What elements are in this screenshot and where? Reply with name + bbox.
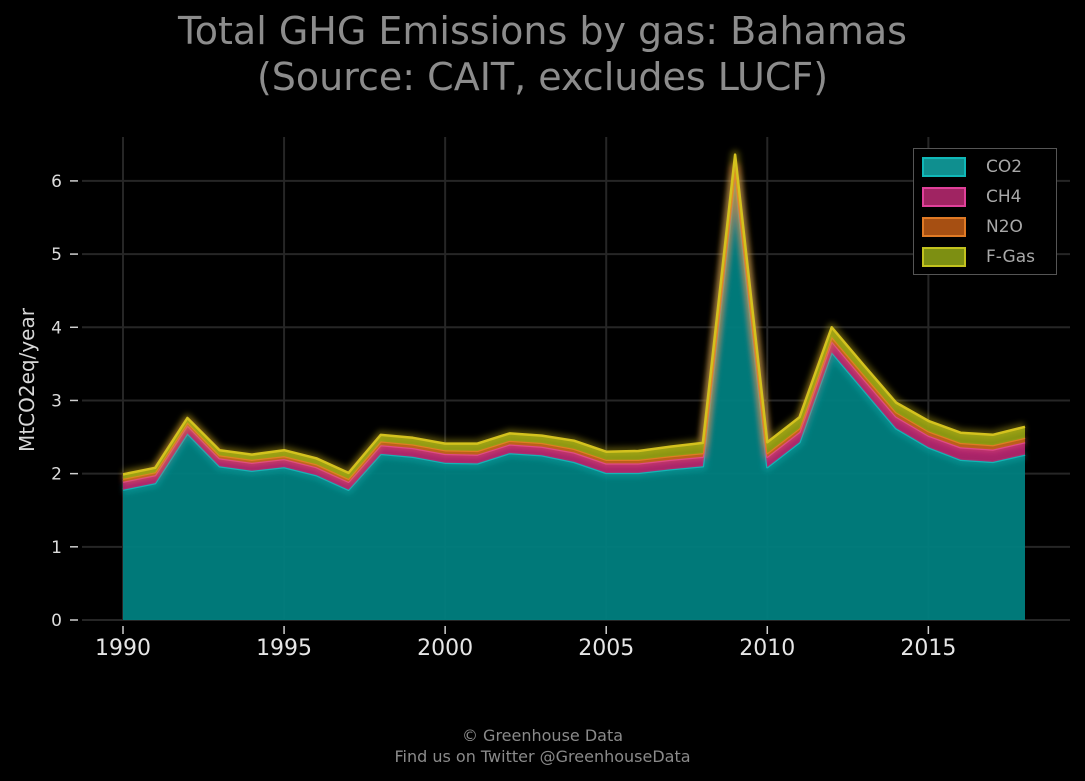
y-tick-label-0: 0 — [51, 611, 62, 631]
chart-title: Total GHG Emissions by gas: Bahamas (Sou… — [0, 8, 1085, 100]
legend-item-ch4: CH4 — [922, 185, 1021, 209]
y-tick-label-1: 1 — [51, 538, 62, 558]
legend-item-n2o: N2O — [922, 215, 1023, 239]
legend-label-n2o: N2O — [986, 217, 1023, 237]
x-tick-label-1990: 1990 — [95, 636, 151, 661]
footer-copyright: © Greenhouse Data — [461, 726, 624, 745]
x-tick-label-2015: 2015 — [900, 636, 956, 661]
legend-item-co2: CO2 — [922, 155, 1022, 179]
area-series — [122, 150, 1027, 620]
y-tick-label-3: 3 — [51, 391, 62, 411]
y-tick-label-5: 5 — [51, 245, 62, 265]
legend-item-fgas: F-Gas — [922, 245, 1035, 269]
x-tick-label-1995: 1995 — [256, 636, 312, 661]
title-line-2: (Source: CAIT, excludes LUCF) — [256, 55, 829, 99]
legend-swatch-ch4 — [922, 187, 966, 207]
chart-legend: CO2 CH4 N2O F-Gas — [913, 148, 1057, 275]
legend-label-co2: CO2 — [986, 157, 1023, 177]
legend-label-ch4: CH4 — [986, 187, 1022, 207]
footer-twitter: Find us on Twitter @GreenhouseData — [394, 747, 691, 766]
legend-swatch-co2 — [922, 157, 966, 177]
y-tick-label-4: 4 — [51, 318, 62, 338]
legend-swatch-n2o — [922, 217, 966, 237]
footer: © Greenhouse Data Find us on Twitter @Gr… — [0, 725, 1085, 767]
x-tick-label-2000: 2000 — [417, 636, 473, 661]
x-tick-label-2010: 2010 — [739, 636, 795, 661]
area-co2 — [123, 178, 1025, 620]
y-tick-label-6: 6 — [51, 172, 62, 192]
y-axis-label: MtCO2eq/year — [15, 307, 39, 452]
legend-swatch-fgas — [922, 247, 966, 267]
x-tick-label-2005: 2005 — [578, 636, 634, 661]
title-line-1: Total GHG Emissions by gas: Bahamas — [178, 9, 907, 53]
line-fgas — [122, 153, 1026, 476]
y-tick-label-2: 2 — [51, 465, 62, 485]
legend-label-fgas: F-Gas — [986, 247, 1035, 267]
axes: 0 1 2 3 4 5 6 1990 1995 2000 2005 2010 2015 — [51, 172, 956, 661]
